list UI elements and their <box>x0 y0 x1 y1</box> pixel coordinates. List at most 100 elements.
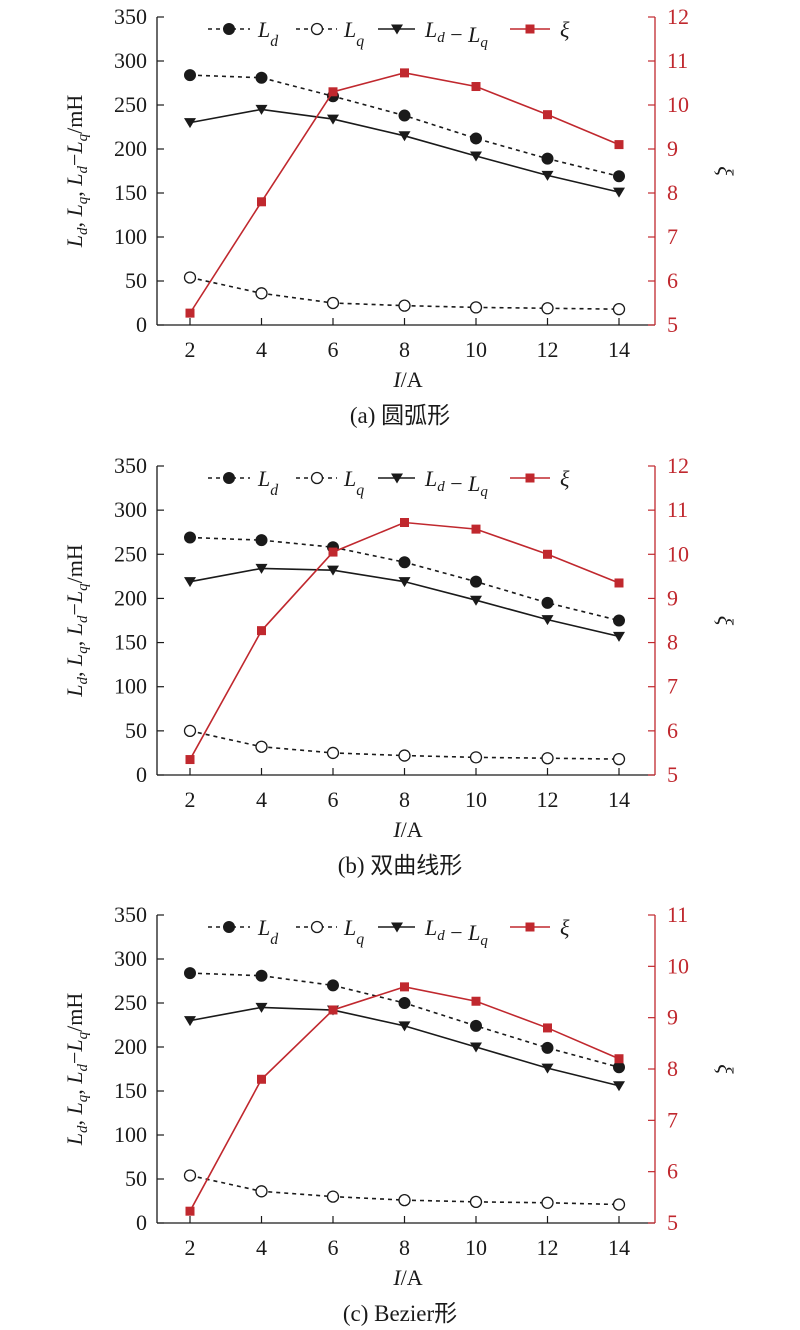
data-point-lq <box>398 749 411 762</box>
left-tick-label: 350 <box>114 902 147 927</box>
legend-marker-lq <box>310 920 324 934</box>
right-tick-label: 12 <box>667 453 689 478</box>
data-point-lq <box>469 1195 483 1209</box>
left-tick-label: 0 <box>136 762 147 787</box>
legend-label-ld-minus-lq: Ld − Lq <box>424 17 488 51</box>
x-tick-label: 14 <box>608 337 630 362</box>
data-point-ld <box>255 969 268 982</box>
x-tick-label: 10 <box>465 337 487 362</box>
data-point-xi <box>257 1074 266 1084</box>
left-tick-label: 250 <box>114 990 147 1015</box>
left-tick-label: 200 <box>114 1034 147 1059</box>
left-tick-label: 200 <box>114 136 147 161</box>
x-tick-label: 6 <box>328 1235 339 1260</box>
data-point-ld <box>184 69 196 82</box>
legend: Ld Lq Ld − Lq ξ <box>208 915 570 949</box>
left-tick-label: 0 <box>136 312 147 337</box>
left-tick-label: 300 <box>114 48 147 73</box>
left-tick-label: 100 <box>114 674 147 699</box>
data-point-ld <box>470 1019 482 1032</box>
legend-marker-ld <box>223 23 235 35</box>
legend-label-ld: Ld <box>257 915 278 948</box>
x-tick-label: 2 <box>185 1235 196 1260</box>
left-tick-label: 150 <box>114 180 147 205</box>
right-tick-label: 6 <box>667 718 678 743</box>
data-point-xi <box>185 1206 195 1216</box>
panel-caption: (b) 双曲线形 <box>338 853 463 878</box>
legend-marker-ld-minus-lq <box>391 922 403 933</box>
left-tick-label: 150 <box>114 630 147 655</box>
data-point-ld <box>541 152 554 165</box>
data-point-ld-minus-lq <box>327 114 339 125</box>
right-tick-label: 6 <box>667 1159 678 1184</box>
data-point-xi <box>400 518 409 528</box>
data-point-ld <box>255 71 268 84</box>
right-tick-label: 5 <box>667 762 678 787</box>
legend-label-ld-minus-lq: Ld − Lq <box>424 915 488 949</box>
y2-axis-title: ξ <box>713 1064 738 1074</box>
legend-marker-ld <box>223 472 235 484</box>
data-point-ld <box>470 575 482 588</box>
right-tick-label: 11 <box>667 497 688 522</box>
legend-label-xi: ξ <box>560 466 570 491</box>
right-tick-label: 10 <box>667 541 689 566</box>
legend-marker-xi <box>525 922 535 932</box>
data-point-ld-minus-lq <box>184 1016 196 1027</box>
right-tick-label: 9 <box>667 136 678 161</box>
data-point-xi <box>328 547 338 557</box>
legend-label-xi: ξ <box>560 17 570 42</box>
y-axis-title: Ld, Lq, Ld−Lq/mH <box>62 95 91 249</box>
legend-label-lq: Lq <box>343 915 364 948</box>
x-tick-label: 14 <box>608 787 630 812</box>
left-tick-label: 50 <box>125 268 147 293</box>
data-point-xi <box>614 140 624 150</box>
y2-axis-title: ξ <box>713 166 738 176</box>
data-point-ld <box>398 556 411 569</box>
data-point-lq <box>326 296 340 310</box>
panel-caption: (a) 圆弧形 <box>350 403 450 428</box>
data-point-ld <box>470 132 482 145</box>
x-tick-label: 2 <box>185 787 196 812</box>
legend-label-xi: ξ <box>560 915 570 940</box>
y-axis-title: Ld, Lq, Ld−Lq/mH <box>62 544 91 698</box>
legend: Ld Lq Ld − Lq ξ <box>208 17 570 51</box>
data-point-xi <box>328 87 338 97</box>
legend-marker-xi <box>525 473 535 483</box>
legend-marker-xi <box>525 24 535 34</box>
data-point-lq <box>541 1196 554 1209</box>
right-tick-label: 8 <box>667 1056 678 1081</box>
left-tick-label: 0 <box>136 1210 147 1235</box>
data-point-xi <box>543 549 552 559</box>
right-tick-label: 7 <box>667 224 678 249</box>
data-point-ld-minus-lq <box>613 187 625 198</box>
series-line-ld-minus-lq <box>189 1006 620 1087</box>
left-tick-label: 100 <box>114 1122 147 1147</box>
data-point-ld-minus-lq <box>255 104 268 115</box>
right-tick-label: 10 <box>667 92 689 117</box>
data-point-xi <box>543 1023 552 1033</box>
left-tick-label: 300 <box>114 497 147 522</box>
data-point-ld-minus-lq <box>398 131 411 142</box>
x-tick-label: 8 <box>399 787 410 812</box>
data-point-xi <box>257 626 266 636</box>
data-point-xi <box>471 82 481 92</box>
left-tick-label: 100 <box>114 224 147 249</box>
data-point-xi <box>185 308 195 318</box>
left-tick-label: 350 <box>114 4 147 29</box>
data-point-ld-minus-lq <box>613 631 625 642</box>
data-point-xi <box>257 197 266 207</box>
legend-marker-ld-minus-lq <box>391 24 403 35</box>
right-tick-label: 9 <box>667 1005 678 1030</box>
data-point-lq <box>612 1198 626 1211</box>
right-tick-label: 5 <box>667 312 678 337</box>
legend-marker-ld <box>223 921 235 933</box>
data-point-xi <box>400 68 409 78</box>
data-point-lq <box>612 752 626 766</box>
data-point-ld-minus-lq <box>470 151 482 162</box>
data-point-lq <box>398 1193 411 1207</box>
x-tick-label: 4 <box>256 337 267 362</box>
data-point-ld-minus-lq <box>184 118 196 129</box>
data-point-lq <box>326 746 340 760</box>
legend-label-ld: Ld <box>257 466 278 499</box>
